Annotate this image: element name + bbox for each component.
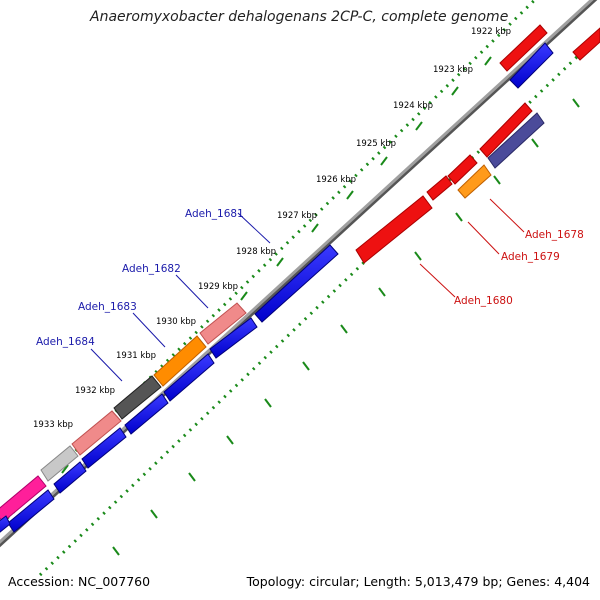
label-callouts	[90, 198, 525, 382]
scale-dotted-line-outer	[0, 0, 537, 528]
gene-blue-1923	[509, 42, 554, 89]
scale-label-1927: 1927 kbp	[277, 211, 317, 221]
scale-label-1928: 1928 kbp	[236, 247, 276, 257]
genome-summary-text: Topology: circular; Length: 5,013,479 bp…	[246, 574, 590, 589]
gene-orange-1930	[153, 335, 207, 387]
scale-label-1933: 1933 kbp	[33, 420, 73, 430]
gene-forward-1926	[426, 175, 453, 201]
accession-text: Accession: NC_007760	[8, 574, 151, 589]
gene-blue-1932	[81, 427, 127, 469]
gene-label-adeh-1678[interactable]: Adeh_1678	[525, 229, 584, 241]
gene-red-1680	[355, 195, 433, 264]
scale-label-1925: 1925 kbp	[356, 139, 396, 149]
gene-forward-1925	[447, 154, 478, 185]
scale-label-1922: 1922 kbp	[471, 27, 511, 37]
gene-orange-1679	[457, 164, 492, 199]
scale-label-1929: 1929 kbp	[198, 282, 238, 292]
gene-blue-1681	[254, 244, 339, 323]
gene-blue-1934	[7, 489, 55, 533]
scale-label-1926: 1926 kbp	[316, 175, 356, 185]
gene-blue-1933	[53, 461, 87, 494]
scale-label-1930: 1930 kbp	[156, 317, 196, 327]
gene-blue-1684	[124, 393, 169, 435]
gene-magenta-1934	[0, 475, 47, 523]
inner-major-ticks	[112, 98, 580, 556]
gene-blue-1682	[209, 317, 258, 359]
scale-label-1923: 1923 kbp	[433, 65, 473, 75]
gene-label-adeh-1681[interactable]: Adeh_1681	[185, 208, 244, 220]
gene-blue-1935	[0, 515, 11, 533]
gene-pink-1929	[199, 302, 247, 345]
scale-label-1924: 1924 kbp	[393, 101, 433, 111]
gene-lightgray-1933	[40, 445, 79, 482]
inner-strand-genes[interactable]	[0, 42, 554, 537]
gene-blue-1683	[163, 353, 215, 402]
scale-label-1932: 1932 kbp	[75, 386, 115, 396]
gene-label-adeh-1682[interactable]: Adeh_1682	[122, 263, 181, 275]
scale-label-1931: 1931 kbp	[116, 351, 156, 361]
gene-gray-1931	[113, 375, 162, 420]
gene-pink-1932	[71, 410, 122, 456]
gene-label-adeh-1679[interactable]: Adeh_1679	[501, 251, 560, 263]
map-title: Anaeromyxobacter dehalogenans 2CP-C, com…	[90, 9, 509, 25]
forward-strand-genes[interactable]	[0, 24, 600, 523]
gene-forward-1924	[479, 102, 533, 158]
gene-forward-1922	[499, 24, 548, 72]
gene-label-adeh-1680[interactable]: Adeh_1680	[454, 295, 513, 307]
gene-red-edge	[572, 27, 600, 61]
gene-label-adeh-1684[interactable]: Adeh_1684	[36, 336, 95, 348]
scale-dotted-line-inner	[38, 32, 600, 577]
gene-label-adeh-1683[interactable]: Adeh_1683	[78, 301, 137, 313]
gene-slate-1924	[487, 112, 545, 169]
